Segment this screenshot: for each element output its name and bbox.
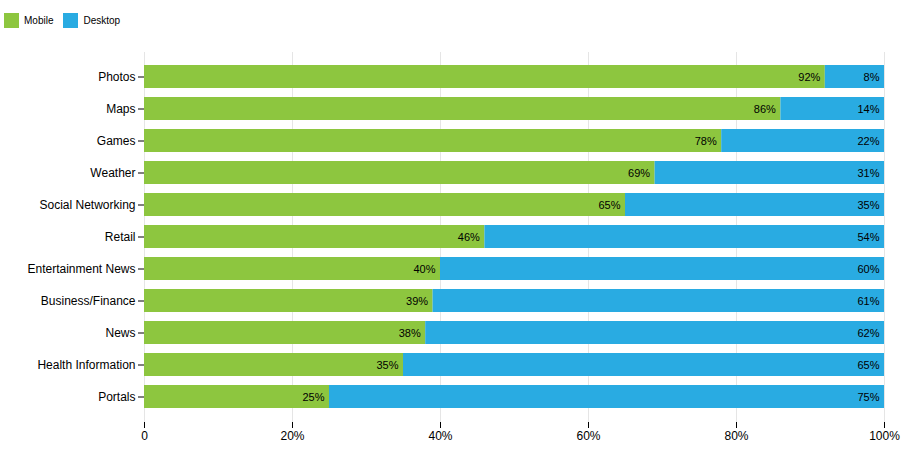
svg-text:62%: 62% <box>857 327 879 339</box>
svg-text:Retail: Retail <box>105 230 136 244</box>
svg-text:86%: 86% <box>754 103 776 115</box>
html-text:Desktop: Desktop <box>83 15 121 26</box>
svg-text:Photos: Photos <box>98 70 135 84</box>
svg-text:60%: 60% <box>857 263 879 275</box>
svg-text:78%: 78% <box>695 135 717 147</box>
svg-text:News: News <box>105 326 135 340</box>
svg-text:14%: 14% <box>857 103 879 115</box>
svg-text:35%: 35% <box>857 199 879 211</box>
svg-text:60%: 60% <box>576 429 600 443</box>
svg-text:8%: 8% <box>864 71 880 83</box>
svg-text:40%: 40% <box>428 429 452 443</box>
svg-text:61%: 61% <box>857 295 879 307</box>
svg-text:Business/Finance: Business/Finance <box>41 294 136 308</box>
svg-text:Maps: Maps <box>106 102 135 116</box>
svg-text:75%: 75% <box>857 391 879 403</box>
svg-text:25%: 25% <box>302 391 324 403</box>
svg-text:Games: Games <box>97 134 136 148</box>
svg-text:Social Networking: Social Networking <box>39 198 135 212</box>
svg-text:Entertainment News: Entertainment News <box>27 262 135 276</box>
svg-text:0: 0 <box>141 429 148 443</box>
svg-text:100%: 100% <box>869 429 900 443</box>
html-text:Mobile: Mobile <box>24 15 54 26</box>
svg-text:38%: 38% <box>399 327 421 339</box>
svg-text:Weather: Weather <box>90 166 135 180</box>
svg-text:46%: 46% <box>458 231 480 243</box>
svg-text:65%: 65% <box>857 359 879 371</box>
svg-text:80%: 80% <box>724 429 748 443</box>
svg-text:35%: 35% <box>376 359 398 371</box>
svg-text:65%: 65% <box>598 199 620 211</box>
svg-text:54%: 54% <box>857 231 879 243</box>
svg-text:31%: 31% <box>857 167 879 179</box>
svg-text:Portals: Portals <box>98 390 135 404</box>
svg-text:69%: 69% <box>628 167 650 179</box>
svg-text:Health Information: Health Information <box>37 358 135 372</box>
svg-text:40%: 40% <box>413 263 435 275</box>
svg-text:22%: 22% <box>857 135 879 147</box>
svg-text:20%: 20% <box>280 429 304 443</box>
svg-text:92%: 92% <box>798 71 820 83</box>
svg-text:39%: 39% <box>406 295 428 307</box>
